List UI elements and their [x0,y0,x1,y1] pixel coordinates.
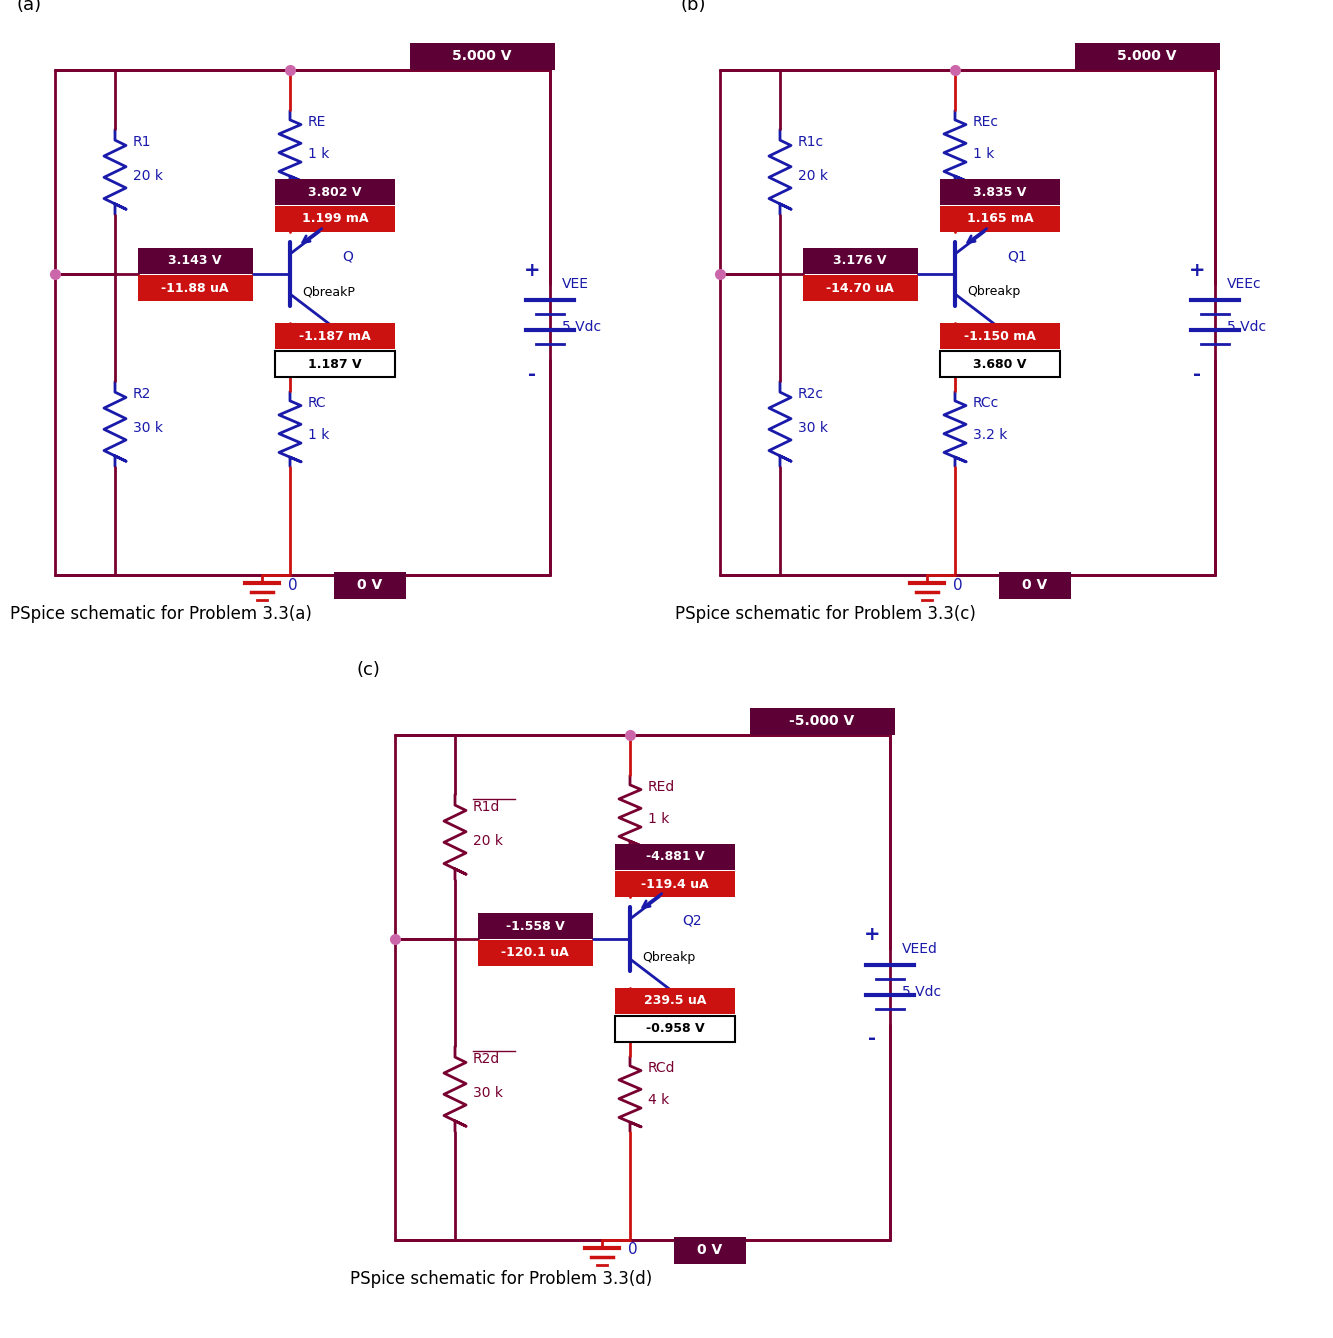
Text: +: + [524,261,540,280]
FancyBboxPatch shape [998,571,1070,598]
Text: RE: RE [308,115,327,128]
Text: -4.881 V: -4.881 V [645,851,704,863]
Text: (a): (a) [16,0,41,13]
Text: -1.558 V: -1.558 V [505,919,564,933]
Text: R2c: R2c [798,387,824,401]
Text: RC: RC [308,396,327,409]
FancyBboxPatch shape [802,248,917,274]
Text: R1c: R1c [798,135,824,149]
Text: 30 k: 30 k [798,421,828,435]
Text: Q2: Q2 [682,914,701,929]
Text: +: + [864,926,880,945]
FancyBboxPatch shape [615,871,734,896]
Text: -119.4 uA: -119.4 uA [641,878,709,891]
Text: 5.000 V: 5.000 V [452,50,512,63]
Text: -: - [528,364,536,384]
Text: +: + [1189,261,1205,280]
FancyBboxPatch shape [137,276,252,301]
Text: -11.88 uA: -11.88 uA [161,281,229,294]
Text: 20 k: 20 k [798,169,828,183]
Text: -5.000 V: -5.000 V [789,714,854,728]
Text: 3.835 V: 3.835 V [973,186,1026,198]
FancyBboxPatch shape [409,43,555,70]
Text: VEE: VEE [563,277,589,290]
Text: 3.680 V: 3.680 V [973,357,1026,371]
FancyBboxPatch shape [477,913,592,939]
Text: 0 V: 0 V [357,578,383,591]
Text: 5 Vdc: 5 Vdc [1226,320,1266,334]
Text: -: - [868,1029,876,1049]
FancyBboxPatch shape [275,322,395,349]
Text: 4 k: 4 k [648,1093,669,1107]
Text: 3.802 V: 3.802 V [308,186,361,198]
Text: 1.165 mA: 1.165 mA [966,213,1033,226]
Text: 0: 0 [628,1243,637,1258]
FancyBboxPatch shape [615,844,734,870]
Text: 1.187 V: 1.187 V [308,357,361,371]
FancyBboxPatch shape [275,179,395,205]
FancyBboxPatch shape [275,206,395,231]
Text: 20 k: 20 k [133,169,163,183]
FancyBboxPatch shape [940,322,1060,349]
Text: 0: 0 [953,578,962,593]
Text: (b): (b) [681,0,706,13]
Text: 5 Vdc: 5 Vdc [563,320,601,334]
Text: QbreakP: QbreakP [303,285,355,298]
Text: 1.199 mA: 1.199 mA [301,213,368,226]
FancyBboxPatch shape [940,351,1060,377]
Text: -: - [1193,364,1201,384]
Text: (c): (c) [356,661,380,678]
Text: RCd: RCd [648,1061,676,1074]
Text: 3.176 V: 3.176 V [833,254,886,268]
Text: R1: R1 [133,135,152,149]
FancyBboxPatch shape [615,1016,734,1042]
FancyBboxPatch shape [940,206,1060,231]
Text: Q: Q [343,249,353,264]
Text: 3.2 k: 3.2 k [973,428,1008,442]
Text: R1d: R1d [473,800,500,814]
FancyBboxPatch shape [802,276,917,301]
Text: R2: R2 [133,387,152,401]
Text: 20 k: 20 k [473,834,503,848]
Text: -120.1 uA: -120.1 uA [501,946,569,959]
Text: Qbreakp: Qbreakp [966,285,1020,298]
Text: PSpice schematic for Problem 3.3(a): PSpice schematic for Problem 3.3(a) [11,605,312,624]
Text: 5.000 V: 5.000 V [1117,50,1177,63]
FancyBboxPatch shape [275,351,395,377]
Text: 1 k: 1 k [308,428,329,442]
Text: VEEc: VEEc [1226,277,1261,290]
Text: 0 V: 0 V [1022,578,1048,591]
Text: 1 k: 1 k [308,147,329,161]
Text: VEEd: VEEd [902,942,938,955]
FancyBboxPatch shape [477,941,592,966]
Text: 1 k: 1 k [973,147,994,161]
Text: 239.5 uA: 239.5 uA [644,994,706,1008]
Text: -0.958 V: -0.958 V [645,1022,704,1036]
Text: 0: 0 [288,578,297,593]
FancyBboxPatch shape [137,248,252,274]
FancyBboxPatch shape [335,571,407,598]
FancyBboxPatch shape [940,179,1060,205]
Text: REc: REc [973,115,998,128]
Text: 30 k: 30 k [133,421,163,435]
Text: R2d: R2d [473,1052,500,1066]
Text: Q1: Q1 [1006,249,1026,264]
FancyBboxPatch shape [749,708,894,735]
Text: 3.143 V: 3.143 V [168,254,221,268]
Text: RCc: RCc [973,396,1000,409]
Text: -14.70 uA: -14.70 uA [826,281,894,294]
Text: 30 k: 30 k [473,1086,503,1100]
Text: 1 k: 1 k [648,812,669,826]
Text: -1.187 mA: -1.187 mA [299,329,371,343]
Text: 0 V: 0 V [697,1243,722,1256]
FancyBboxPatch shape [1074,43,1220,70]
Text: 5 Vdc: 5 Vdc [902,985,941,999]
Text: REd: REd [648,780,676,793]
Text: -1.150 mA: -1.150 mA [964,329,1036,343]
Text: PSpice schematic for Problem 3.3(c): PSpice schematic for Problem 3.3(c) [674,605,976,624]
Text: PSpice schematic for Problem 3.3(d): PSpice schematic for Problem 3.3(d) [351,1270,652,1288]
FancyBboxPatch shape [674,1236,746,1263]
FancyBboxPatch shape [615,987,734,1014]
Text: Qbreakp: Qbreakp [643,950,696,963]
